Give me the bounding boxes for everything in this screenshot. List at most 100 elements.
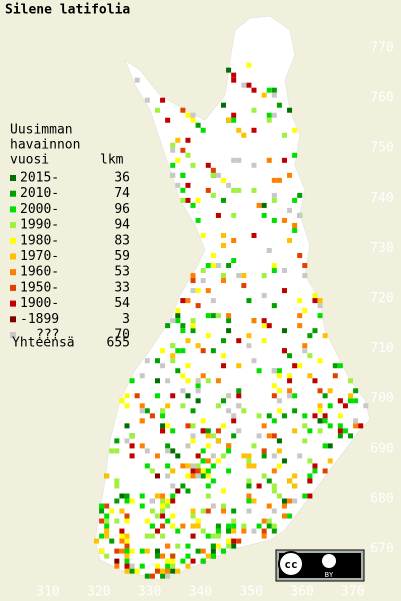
- observation-square: [185, 443, 191, 449]
- observation-square: [231, 538, 237, 544]
- observation-square: [271, 453, 277, 459]
- observation-square: [180, 403, 186, 409]
- observation-square: [160, 428, 166, 434]
- observation-square: [292, 393, 298, 399]
- observation-square: [190, 508, 196, 514]
- observation-square: [297, 363, 303, 369]
- observation-square: [175, 453, 181, 459]
- observation-square: [170, 483, 176, 489]
- observation-square: [190, 278, 196, 284]
- observation-square: [327, 458, 333, 464]
- observation-square: [322, 418, 328, 424]
- observation-square: [185, 378, 191, 384]
- observation-square: [139, 373, 145, 379]
- observation-square: [195, 523, 201, 529]
- observation-square: [180, 463, 186, 469]
- observation-square: [205, 443, 211, 449]
- observation-square: [322, 443, 328, 449]
- observation-square: [99, 533, 105, 539]
- observation-square: [154, 378, 160, 384]
- observation-square: [175, 568, 181, 574]
- observation-square: [312, 328, 318, 334]
- observation-square: [276, 102, 282, 108]
- observation-square: [185, 473, 191, 479]
- observation-square: [210, 167, 216, 173]
- legend-swatch: [10, 175, 16, 181]
- observation-square: [190, 273, 196, 279]
- observation-square: [281, 413, 287, 419]
- observation-square: [205, 483, 211, 489]
- observation-square: [180, 172, 186, 178]
- observation-square: [190, 473, 196, 479]
- observation-square: [226, 443, 232, 449]
- y-tick-label: 730: [370, 241, 393, 256]
- observation-square: [231, 117, 237, 123]
- observation-square: [322, 468, 328, 474]
- observation-square: [215, 523, 221, 529]
- observation-square: [271, 508, 277, 514]
- x-tick-label: 330: [138, 585, 161, 600]
- observation-square: [266, 478, 272, 484]
- observation-square: [317, 303, 323, 309]
- observation-square: [205, 458, 211, 464]
- observation-square: [302, 423, 308, 429]
- observation-square: [246, 82, 252, 88]
- observation-square: [205, 378, 211, 384]
- observation-square: [271, 433, 277, 439]
- observation-square: [256, 483, 262, 489]
- observation-square: [190, 463, 196, 469]
- observation-square: [276, 177, 282, 183]
- legend-count: 83: [114, 233, 130, 248]
- observation-square: [190, 438, 196, 444]
- observation-square: [246, 498, 252, 504]
- observation-square: [124, 538, 130, 544]
- observation-square: [200, 458, 206, 464]
- observation-square: [342, 428, 348, 434]
- observation-square: [170, 172, 176, 178]
- observation-square: [287, 378, 293, 384]
- observation-square: [261, 338, 267, 344]
- observation-square: [353, 398, 359, 404]
- observation-square: [231, 77, 237, 83]
- observation-square: [251, 318, 257, 324]
- observation-square: [287, 388, 293, 394]
- observation-square: [246, 478, 252, 484]
- observation-square: [144, 448, 150, 454]
- observation-square: [261, 293, 267, 299]
- observation-square: [271, 483, 277, 489]
- observation-square: [276, 448, 282, 454]
- observation-square: [139, 443, 145, 449]
- observation-square: [195, 383, 201, 389]
- observation-square: [129, 498, 135, 504]
- observation-square: [322, 413, 328, 419]
- observation-square: [104, 503, 110, 509]
- observation-square: [149, 508, 155, 514]
- observation-square: [312, 298, 318, 304]
- observation-square: [276, 388, 282, 394]
- observation-square: [246, 493, 252, 499]
- observation-square: [226, 328, 232, 334]
- y-tick-label: 690: [370, 441, 393, 456]
- observation-square: [215, 428, 221, 434]
- legend-count-header: lkm: [100, 153, 124, 168]
- observation-square: [271, 418, 277, 424]
- observation-square: [195, 473, 201, 479]
- observation-square: [271, 393, 277, 399]
- observation-square: [200, 448, 206, 454]
- observation-square: [226, 393, 232, 399]
- legend-count: 96: [114, 202, 130, 217]
- observation-square: [165, 117, 171, 123]
- observation-square: [231, 508, 237, 514]
- observation-square: [149, 573, 155, 579]
- observation-square: [287, 393, 293, 399]
- observation-square: [251, 107, 257, 113]
- legend-label: 1960-: [20, 265, 59, 280]
- observation-square: [246, 458, 252, 464]
- observation-square: [99, 503, 105, 509]
- observation-square: [241, 453, 247, 459]
- observation-square: [337, 413, 343, 419]
- observation-square: [302, 273, 308, 279]
- observation-square: [236, 388, 242, 394]
- x-tick-label: 340: [189, 585, 212, 600]
- legend-swatch: [10, 300, 16, 307]
